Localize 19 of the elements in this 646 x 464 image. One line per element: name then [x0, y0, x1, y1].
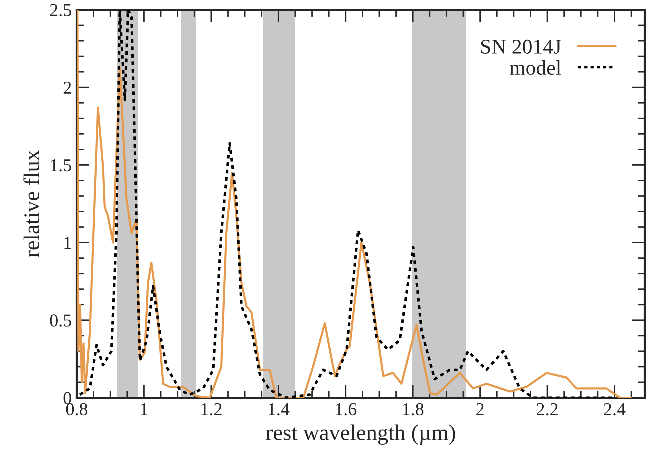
y-tick-label: 1.5 [51, 160, 72, 172]
x-tick-label: 2.2 [537, 403, 558, 416]
x-tick-label: 1.6 [336, 403, 357, 416]
y-tick-label: 2 [64, 82, 72, 94]
x-tick-label: 1 [141, 403, 148, 416]
x-tick-label: 2.4 [604, 403, 626, 416]
legend-label: SN 2014J [481, 40, 562, 54]
x-tick-label: 1.4 [268, 403, 290, 416]
y-tick-label: 1 [64, 237, 72, 250]
x-tick-label: 1.2 [202, 403, 222, 416]
x-tick-label: 2 [476, 403, 484, 416]
y-axis-title: relative flux [24, 150, 40, 258]
x-tick-label: 0.8 [66, 403, 88, 416]
y-tick-label: 2.5 [50, 4, 72, 17]
y-tick-label: 0.5 [50, 314, 72, 327]
x-tick-label: 1.8 [403, 403, 424, 416]
legend-label: model [510, 60, 562, 76]
y-tick-label: 0 [64, 392, 72, 404]
x-axis-title: rest wavelength (µm) [266, 424, 456, 446]
